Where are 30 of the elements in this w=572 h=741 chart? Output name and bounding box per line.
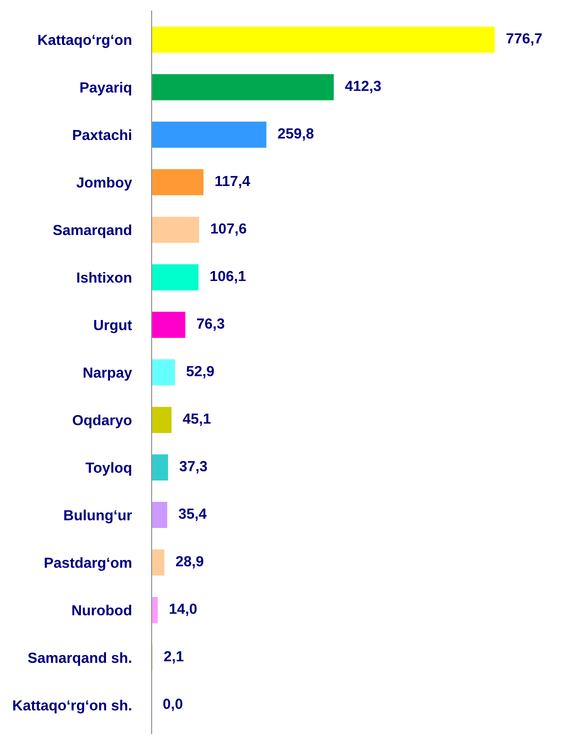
data-label: 259,8 bbox=[278, 128, 314, 141]
y-tick-label: Ishtixon bbox=[77, 272, 132, 283]
data-label: 28,9 bbox=[176, 556, 204, 569]
data-label: 52,9 bbox=[186, 366, 214, 378]
y-tick-label: Bulung‘ur bbox=[64, 510, 132, 524]
y-tick-label: Narpay bbox=[84, 368, 132, 381]
y-tick-label: Kattaqo‘rg‘on sh. bbox=[13, 700, 132, 714]
data-label: 776,7 bbox=[506, 33, 542, 46]
y-tick-label: Pastdarg‘om bbox=[44, 557, 132, 571]
y-tick-label: Payariq bbox=[80, 82, 132, 96]
y-tick-label: Samarqand bbox=[53, 224, 132, 238]
y-tick-label: Urgut bbox=[94, 320, 132, 334]
data-label: 0,0 bbox=[163, 698, 182, 712]
data-label: 35,4 bbox=[178, 508, 207, 521]
data-label: 117,4 bbox=[215, 176, 250, 188]
y-tick-label: Kattaqo‘rg‘on bbox=[38, 34, 132, 48]
y-tick-label: Oqdaryo bbox=[72, 414, 132, 428]
data-label: 107,6 bbox=[211, 223, 246, 236]
data-label: 2,1 bbox=[164, 651, 184, 664]
data-label: 37,3 bbox=[180, 461, 208, 474]
data-label: 76,3 bbox=[197, 318, 224, 331]
y-tick-label: Nurobod bbox=[72, 604, 132, 616]
data-label: 45,1 bbox=[182, 414, 211, 426]
y-tick-label: Jomboy bbox=[76, 176, 132, 191]
y-tick-label: Paxtachi bbox=[73, 129, 132, 140]
data-label: 412,3 bbox=[345, 80, 381, 94]
y-tick-label: Toyloq bbox=[86, 462, 132, 476]
y-tick-label: Samarqand sh. bbox=[28, 652, 132, 666]
data-label: 14,0 bbox=[170, 604, 197, 616]
data-label: 106,1 bbox=[210, 270, 246, 284]
